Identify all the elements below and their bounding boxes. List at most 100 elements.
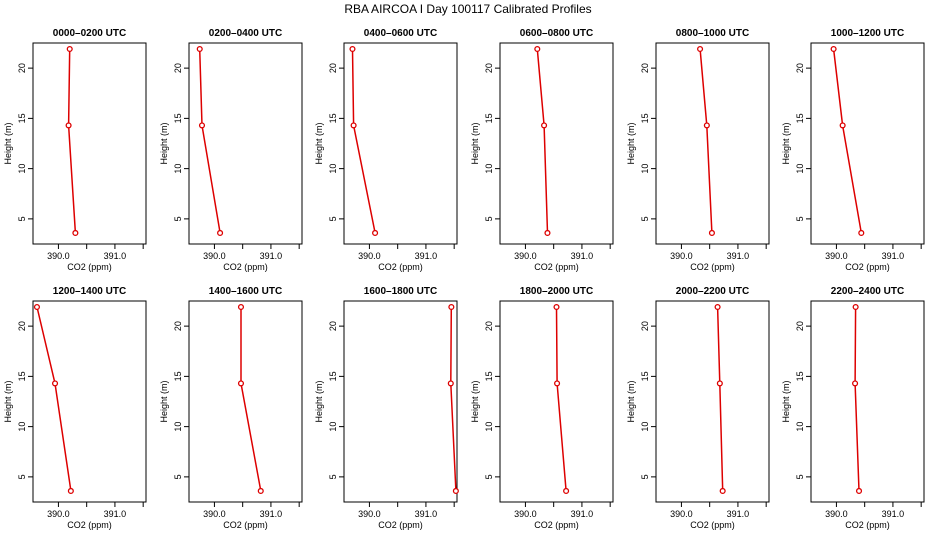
panel-4: 0600–0800 UTC 390.0 391.0 5 10 15 20 CO2 (ppm) H… [470,28,614,272]
profile-point [855,487,863,494]
profile-point [716,380,723,387]
y-tick-label: 5 [484,216,494,221]
x-tick-label: 390.0 [203,251,226,261]
y-tick-label: 15 [640,371,650,381]
y-tick-label: 20 [795,321,805,331]
x-tick-label: 391.0 [104,509,127,519]
profile-point [563,487,570,494]
panel-5: 0800–1000 UTC 390.0 391.0 5 10 15 20 CO2 (ppm) H… [626,28,770,272]
y-tick-label: 5 [795,474,805,479]
panel-title: 1000–1200 UTC [831,28,904,39]
plot-frame [499,300,614,503]
y-tick-label: 10 [328,164,338,174]
profile-point [65,122,72,129]
x-axis-label: CO2 (ppm) [223,262,268,272]
profile-point [852,380,859,387]
x-axis-label: CO2 (ppm) [534,262,579,272]
profile-point [703,122,710,129]
y-tick-label: 10 [484,164,494,174]
y-tick-label: 20 [484,321,494,331]
x-axis-label: CO2 (ppm) [67,262,112,272]
x-tick-label: 390.0 [358,509,381,519]
profile-point [858,229,865,236]
y-tick-label: 15 [173,113,183,123]
profile-line [240,307,262,492]
y-tick-label: 15 [17,371,27,381]
y-tick-label: 20 [173,321,183,331]
panel-11: 2000–2200 UTC 390.0 391.0 5 10 15 20 CO2 (ppm) H… [626,286,770,530]
y-axis-label: Height (m) [159,122,169,164]
y-axis-label: Height (m) [314,380,324,422]
y-tick-label: 10 [173,164,183,174]
x-tick-label: 390.0 [670,251,693,261]
figure-title: RBA AIRCOA I Day 100117 Calibrated Profi… [344,2,591,16]
panel-1: 0000–0200 UTC 390.0 391.0 5 10 15 20 CO2 (ppm) H… [3,28,147,272]
profile-point [237,303,245,311]
plot-frame [343,300,458,503]
x-tick-label: 391.0 [571,509,594,519]
profile-point [51,380,59,387]
x-tick-label: 391.0 [415,509,438,519]
profile-point [830,45,837,53]
panel-3: 0400–0600 UTC 390.0 391.0 5 10 15 20 CO2 (ppm) H… [314,28,458,272]
profile-point [372,229,379,236]
y-tick-label: 15 [328,371,338,381]
y-tick-label: 10 [17,422,27,432]
panel-title: 0200–0400 UTC [209,28,282,39]
y-tick-label: 5 [173,474,183,479]
profile-line [832,48,863,234]
panel-title: 1800–2000 UTC [520,286,593,297]
y-tick-label: 20 [795,63,805,73]
profile-point [708,229,715,236]
profile-point [544,229,551,236]
x-axis-label: CO2 (ppm) [534,520,579,530]
y-tick-label: 10 [640,164,650,174]
y-tick-label: 15 [328,113,338,123]
x-tick-label: 391.0 [260,509,283,519]
profile-point [198,122,206,129]
y-tick-label: 10 [17,164,27,174]
panel-title: 1600–1800 UTC [364,286,437,297]
plot-frame [499,42,614,245]
x-tick-label: 391.0 [415,251,438,261]
plot-frame [32,42,147,245]
profile-line [67,48,77,233]
panels-grid: 0000–0200 UTC 390.0 391.0 5 10 15 20 CO2 (ppm) H… [3,28,925,530]
panel-title: 1400–1600 UTC [209,286,282,297]
profile-point [237,380,245,387]
profile-line [555,306,567,491]
profile-point [349,45,356,53]
profile-point [350,122,357,129]
profile-line [716,306,724,491]
x-axis-label: CO2 (ppm) [845,262,890,272]
x-tick-label: 390.0 [825,509,848,519]
x-tick-label: 391.0 [727,251,750,261]
profile-point [839,122,846,129]
y-axis-label: Height (m) [781,122,791,164]
profile-point [534,45,541,53]
y-tick-label: 15 [173,371,183,381]
y-tick-label: 20 [328,63,338,73]
y-tick-label: 5 [17,474,27,479]
plot-frame [655,42,770,245]
y-tick-label: 20 [640,321,650,331]
y-tick-label: 5 [795,216,805,221]
x-tick-label: 391.0 [260,251,283,261]
plot-frame [188,42,303,245]
y-tick-label: 20 [640,63,650,73]
y-tick-label: 10 [328,422,338,432]
y-tick-label: 15 [795,371,805,381]
plot-frame [810,300,925,503]
y-tick-label: 15 [484,113,494,123]
x-axis-label: CO2 (ppm) [690,262,735,272]
x-tick-label: 390.0 [670,509,693,519]
profile-point [697,45,704,53]
y-tick-label: 10 [484,422,494,432]
x-axis-label: CO2 (ppm) [845,520,890,530]
panel-2: 0200–0400 UTC 390.0 391.0 5 10 15 20 CO2 (ppm) H… [159,28,303,272]
profile-line [198,48,221,234]
x-tick-label: 390.0 [47,509,70,519]
profile-point [541,122,548,129]
profile-point [852,303,859,311]
